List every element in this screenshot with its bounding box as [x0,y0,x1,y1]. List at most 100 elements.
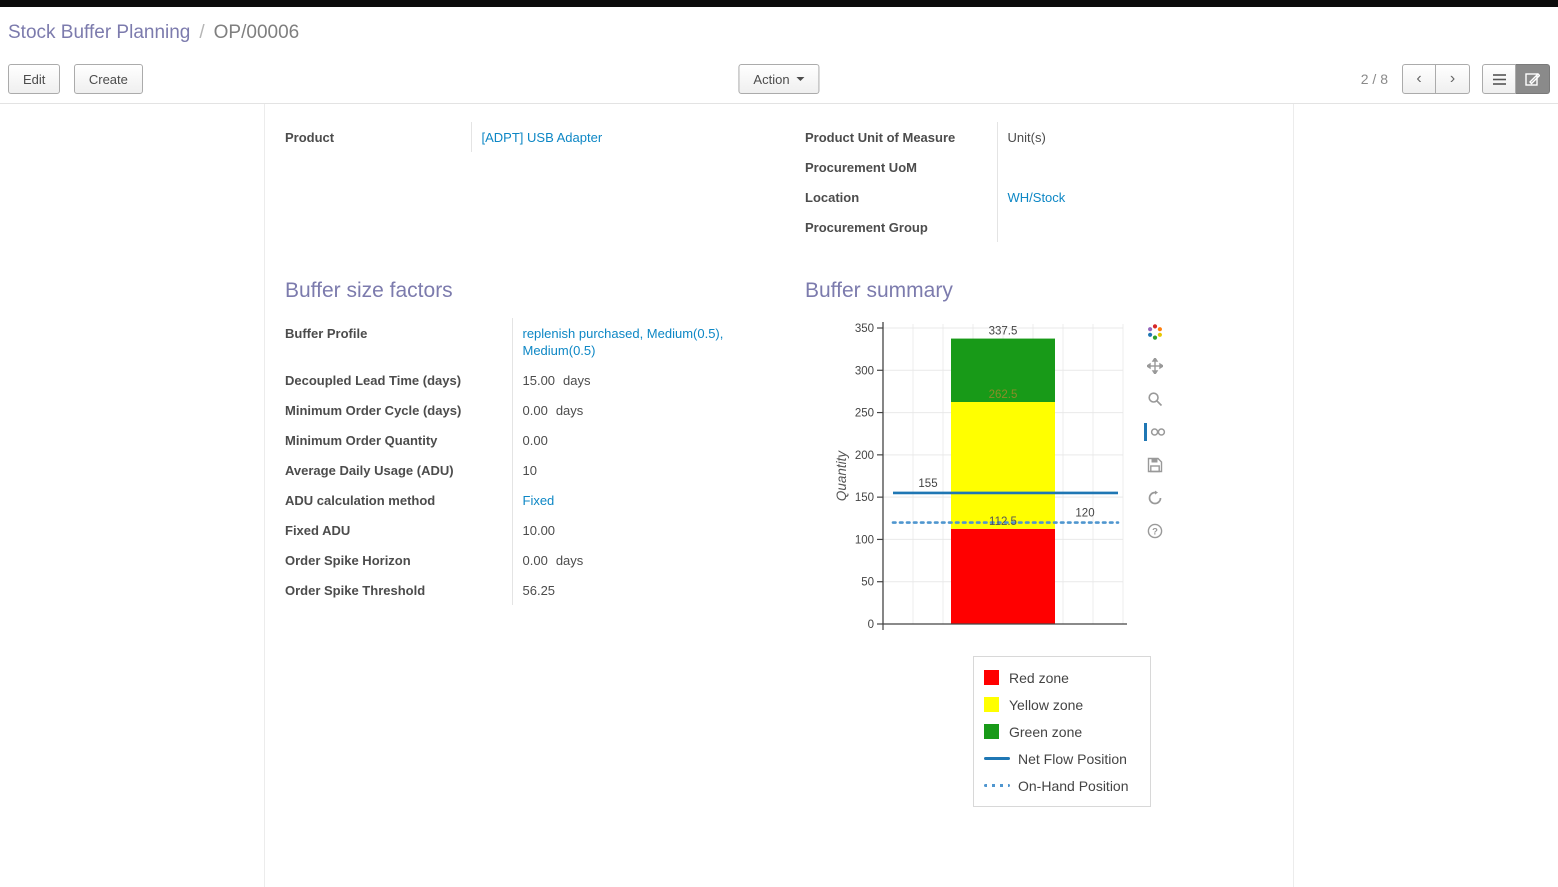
svg-text:Quantity: Quantity [834,450,849,502]
svg-text:350: 350 [855,323,874,335]
product-left-fields: Product [ADPT] USB Adapter [285,122,805,152]
field-label: Order Spike Threshold [285,583,426,598]
control-panel: Edit Create Action 2 / 8 ‹ › [0,56,1558,104]
field-value: Unit(s) [1007,130,1046,145]
field-row: Minimum Order Quantity 0.00 [285,425,805,455]
product-info-group: Product [ADPT] USB Adapter Product Unit o… [285,122,1273,242]
svg-text:200: 200 [855,450,874,462]
help-icon[interactable]: ? [1146,522,1164,540]
pager-next-button[interactable]: › [1436,64,1470,94]
field-value-cell: replenish purchased, Medium(0.5), Medium… [511,318,805,365]
legend-swatch [984,724,999,739]
svg-text:112.5: 112.5 [989,516,1017,528]
field-row: Fixed ADU 10.00 [285,515,805,545]
legend-label: Green zone [1009,723,1083,740]
field-label: Decoupled Lead Time (days) [285,373,462,388]
field-value-cell: Unit(s) [996,122,1273,152]
svg-text:100: 100 [855,534,874,546]
field-label: Procurement UoM [805,160,917,175]
svg-text:300: 300 [855,365,874,377]
chart-legend: Red zone Yellow zone Green zone Net Flow Po… [973,656,1151,807]
field-row: Location WH/Stock [805,182,1273,212]
create-button[interactable]: Create [73,64,143,94]
action-dropdown-button[interactable]: Action [738,64,820,94]
breadcrumb-parent-link[interactable]: Stock Buffer Planning [8,22,191,43]
svg-text:150: 150 [855,492,874,504]
buffer-factors-fields: Buffer Profile replenish purchased, Mediu… [285,318,805,605]
field-label: Procurement Group [805,220,928,235]
legend-item[interactable]: Yellow zone [984,691,1140,718]
breadcrumb-current: OP/00006 [213,22,300,43]
svg-text:120: 120 [1075,508,1094,520]
field-value-cell: 0.00 days [511,545,805,575]
save-icon[interactable] [1146,456,1164,474]
field-value: 0.00 [522,433,548,448]
field-label: Buffer Profile [285,326,368,341]
buffer-size-factors-title: Buffer size factors [285,279,453,302]
autoscale-icon[interactable] [1146,489,1164,507]
legend-label: Yellow zone [1009,696,1084,713]
svg-text:250: 250 [855,408,874,420]
field-unit-suffix: days [563,373,591,388]
field-row: Procurement UoM [805,152,1273,182]
field-label: ADU calculation method [285,493,436,508]
breadcrumb: Stock Buffer Planning / OP/00006 [0,7,1558,56]
field-label: Location [805,190,860,205]
field-label: Order Spike Horizon [285,553,411,568]
legend-label: On-Hand Position [1018,777,1129,794]
svg-text:?: ? [1152,526,1158,537]
field-value: 10 [522,463,537,478]
field-value-cell: WH/Stock [996,182,1273,212]
form-view-button[interactable] [1516,64,1550,94]
edit-button[interactable]: Edit [8,64,61,94]
svg-text:0: 0 [868,619,874,631]
field-value-cell: Fixed [511,485,805,515]
field-row: Product Unit of Measure Unit(s) [805,122,1273,152]
field-row: ADU calculation method Fixed [285,485,805,515]
zoom-icon[interactable] [1146,390,1164,408]
breadcrumb-separator: / [199,22,205,43]
buffer-chart[interactable]: 155 120 337.5 262.5 112.5 0 50 100 150 200 250 300 3… [833,318,1135,642]
field-value-cell [996,212,1273,242]
legend-item[interactable]: On-Hand Position [984,772,1140,799]
buffer-summary-section: Buffer summary 155 120 337.5 262.5 112.5 0 50 1… [805,278,1273,807]
field-value-cell: 56.25 [511,575,805,605]
field-value-cell: 10 [511,455,805,485]
field-label: Minimum Order Quantity [285,433,438,448]
plotly-logo-icon[interactable] [1145,322,1165,342]
legend-label: Red zone [1009,669,1069,686]
legend-item[interactable]: Green zone [984,718,1140,745]
pan-icon[interactable] [1145,356,1165,376]
svg-text:337.5: 337.5 [989,326,1018,338]
field-label: Average Daily Usage (ADU) [285,463,454,478]
legend-item[interactable]: Red zone [984,664,1140,691]
field-value-link[interactable]: WH/Stock [1007,190,1066,205]
legend-item[interactable]: Net Flow Position [984,745,1140,772]
pager-previous-button[interactable]: ‹ [1402,64,1436,94]
legend-line-sample [984,757,1010,760]
field-value-link[interactable]: replenish purchased, Medium(0.5), Medium… [522,326,724,358]
hover-compare-icon[interactable] [1143,423,1167,441]
field-row: Procurement Group [805,212,1273,242]
svg-text:155: 155 [918,478,937,490]
field-row: Buffer Profile replenish purchased, Mediu… [285,318,805,365]
chevron-left-icon: ‹ [1416,70,1422,87]
action-dropdown-label: Action [753,71,790,87]
buffer-size-factors-section: Buffer size factors Buffer Profile replen… [285,278,805,807]
field-value-link[interactable]: Fixed [522,493,555,508]
field-value-link[interactable]: [ADPT] USB Adapter [481,130,603,145]
field-value: 15.00 [522,373,556,388]
field-value: 56.25 [522,583,556,598]
list-view-button[interactable] [1482,64,1516,94]
legend-label: Net Flow Position [1018,750,1127,767]
field-value: 0.00 [522,403,548,418]
pager-counter: 2 / 8 [1360,71,1388,87]
form-view-icon [1525,72,1541,86]
product-right-fields: Product Unit of Measure Unit(s) Procuremen… [805,122,1273,242]
field-value: 10.00 [522,523,556,538]
legend-swatch [984,697,999,712]
field-value-cell: 10.00 [511,515,805,545]
form-sheet: Product [ADPT] USB Adapter Product Unit o… [264,104,1294,887]
field-value-cell [996,152,1273,182]
pager: 2 / 8 ‹ › [1361,64,1550,94]
